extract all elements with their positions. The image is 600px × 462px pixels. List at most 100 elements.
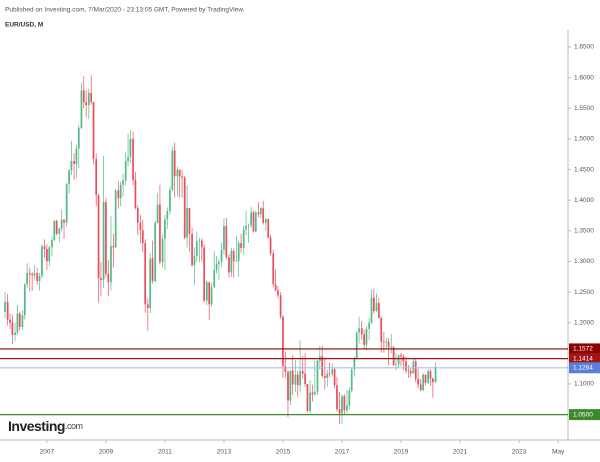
candle-body — [171, 150, 174, 190]
candle-body — [31, 274, 34, 276]
candle-body — [178, 169, 181, 177]
candle-body — [139, 222, 142, 231]
candle-body — [169, 189, 171, 212]
candle-body — [264, 219, 267, 223]
candle-body — [146, 304, 149, 308]
candle-body — [161, 238, 164, 263]
candle-body — [368, 322, 370, 329]
candle-body — [328, 373, 331, 375]
candle-body — [326, 373, 329, 378]
candle-body — [149, 258, 152, 308]
y-tick-label: 1.5500 — [574, 105, 594, 112]
candle-body — [409, 371, 412, 374]
candle-body — [387, 341, 390, 348]
candle-body — [16, 313, 19, 333]
candle-body — [191, 233, 193, 266]
y-tick-label: 1.2500 — [574, 289, 594, 296]
candle-body — [274, 284, 277, 291]
candle-body — [134, 179, 137, 209]
candle-body — [331, 369, 334, 375]
candle-body — [395, 364, 397, 366]
candle-body — [124, 160, 127, 181]
candle-body — [378, 303, 380, 318]
candle-body — [346, 405, 348, 411]
candle-body — [431, 378, 434, 383]
candle-body — [87, 92, 90, 106]
candle-body — [112, 246, 115, 248]
x-tick-label: May — [552, 449, 565, 456]
candle-body — [228, 257, 230, 273]
candle-body — [424, 374, 427, 383]
candle-body — [154, 222, 157, 282]
candle-body — [321, 356, 324, 377]
candle-body — [284, 366, 287, 372]
candle-body — [85, 102, 88, 106]
candle-body — [208, 282, 211, 305]
y-tick-label: 1.5000 — [574, 136, 594, 143]
level-label-box — [569, 409, 600, 421]
candle-body — [252, 212, 255, 232]
candle-body — [316, 360, 319, 392]
candle-body — [127, 156, 129, 161]
candle-body — [313, 391, 316, 395]
x-tick-label: 2015 — [276, 449, 291, 456]
candle-body — [117, 190, 120, 199]
y-tick-label: 1.3000 — [574, 258, 594, 265]
x-tick-label: 2023 — [512, 449, 527, 456]
candle-body — [73, 160, 75, 165]
candle-body — [272, 253, 275, 285]
logo: Investing.com — [8, 418, 82, 434]
candle-body — [400, 355, 402, 357]
candle-body — [343, 396, 346, 411]
candle-body — [383, 341, 385, 343]
candle-body — [110, 246, 112, 283]
chart-subtitle: Published on Investing.com, 7/Mar/2020 -… — [5, 7, 245, 14]
candle-body — [336, 385, 338, 410]
y-tick-label: 1.4000 — [574, 197, 594, 204]
candle-body — [434, 366, 437, 383]
candle-body — [324, 376, 326, 378]
candle-body — [259, 208, 262, 215]
level-label-box — [569, 353, 600, 365]
candle-body — [257, 212, 260, 215]
candle-body — [33, 273, 36, 276]
candle-body — [375, 303, 378, 312]
candle-body — [80, 90, 83, 128]
candle-body — [9, 319, 11, 323]
candle-body — [95, 159, 98, 196]
candle-body — [53, 220, 56, 240]
candle-body — [353, 358, 356, 370]
candle-body — [38, 276, 41, 282]
x-tick-label: 2013 — [217, 449, 232, 456]
candle-body — [68, 170, 70, 185]
candle-body — [223, 225, 225, 250]
candle-body — [75, 148, 78, 165]
candle-body — [311, 392, 314, 395]
candle-body — [304, 373, 306, 384]
candle-body — [355, 332, 358, 359]
candle-body — [405, 361, 407, 371]
candle-body — [291, 370, 294, 385]
x-tick-label: 2021 — [453, 449, 468, 456]
candle-body — [407, 370, 410, 372]
candle-body — [82, 90, 85, 103]
candle-body — [198, 240, 201, 242]
candle-body — [350, 369, 353, 391]
candle-body — [105, 202, 107, 274]
candle-body — [92, 102, 95, 160]
candle-body — [21, 315, 24, 327]
candle-body — [370, 297, 373, 323]
logo-main: Investing — [8, 418, 65, 434]
candle-body — [220, 249, 223, 263]
candle-body — [188, 208, 191, 234]
candle-body — [309, 392, 311, 411]
candle-body — [267, 219, 270, 238]
candle-body — [144, 243, 147, 305]
candle-body — [151, 258, 154, 282]
candle-body — [419, 384, 422, 391]
candle-body — [245, 225, 247, 230]
candle-body — [213, 270, 216, 288]
candle-body — [269, 237, 272, 254]
